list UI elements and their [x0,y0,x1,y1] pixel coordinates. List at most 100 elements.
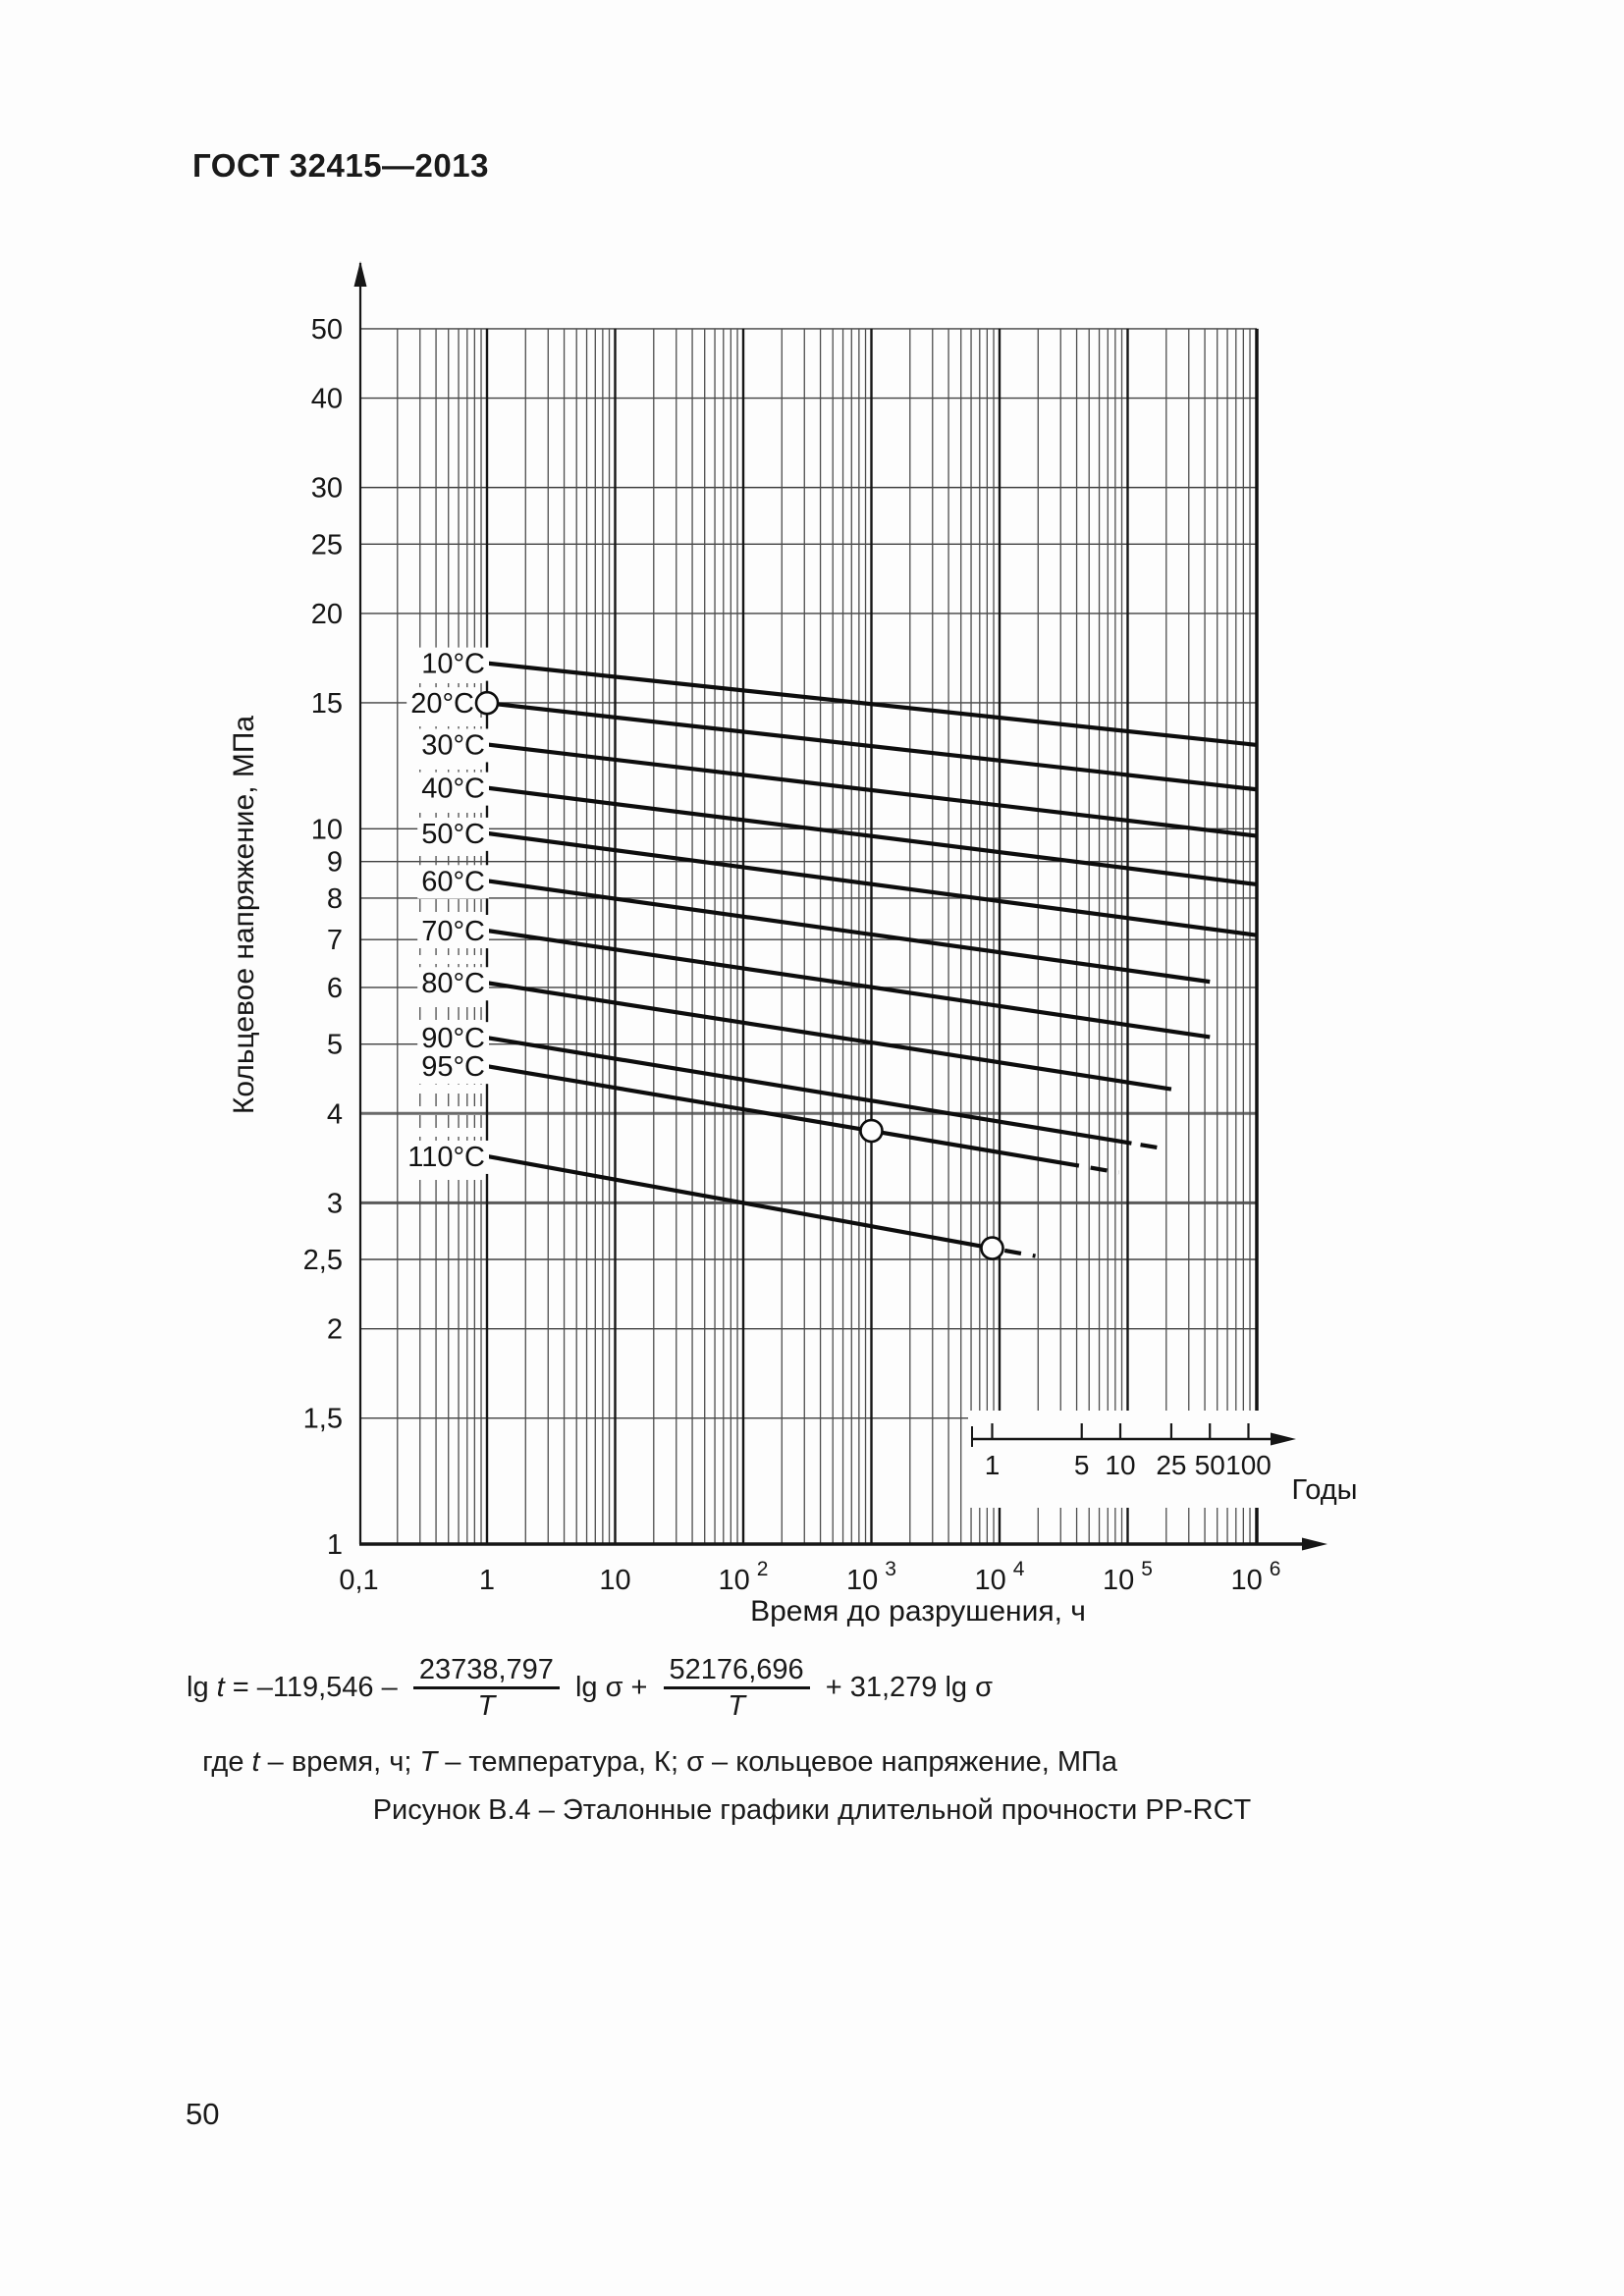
formula-mid: lg σ + [567,1672,656,1704]
formula-fraction-2: 52176,696 T [663,1655,810,1723]
markers [474,690,1004,1260]
formula-t: t [216,1672,225,1704]
temp-label-group: 80°C [417,967,489,1001]
years-inset-background [968,1411,1269,1508]
temp-label-40°C: 40°C [421,774,485,805]
temp-label-group: 10°C [417,647,489,681]
curve-dash-110°C [1003,1248,1036,1258]
y-tick-label: 10 [311,814,343,845]
temp-label-group: 20°C [406,687,478,721]
temp-label-60°C: 60°C [421,866,485,897]
curve-30°C [486,742,1257,838]
temp-label-background [417,915,489,949]
temp-label-110°C: 110°C [407,1142,485,1173]
y-tick-label: 3 [327,1188,343,1219]
temp-label-30°C: 30°C [421,729,485,761]
temp-label-background [417,647,489,681]
curve-40°C [486,785,1257,886]
temp-label-background [417,967,489,1001]
x-tick-label: 10 6 [1231,1558,1281,1596]
x-tick-label: 10 2 [719,1558,769,1596]
temp-label-group: 50°C [417,817,489,851]
temp-label-group: 110°C [404,1140,489,1174]
temp-label-group: 60°C [417,865,489,899]
years-inset: 1 5 10 25 50 100 Годы [968,1411,1358,1508]
series-curves [486,661,1257,1258]
document-header: ГОСТ 32415—2013 [192,147,489,184]
curve-50°C [486,830,1257,937]
x-tick-label: 10 3 [846,1558,896,1596]
temp-label-background [417,817,489,851]
x-tick-label: 1 [479,1565,495,1596]
curve-70°C [486,928,1211,1040]
temp-label-group: 70°C [417,915,489,949]
temp-label-95°C: 95°C [421,1051,485,1083]
y-tick-label: 7 [327,925,343,956]
y-tick-label: 1 [327,1529,343,1561]
x-tick-label: 0,1 [339,1565,378,1596]
temp-label-group: 40°C [417,772,489,806]
fraction-numerator: 23738,797 [412,1655,560,1690]
temp-label-group: 30°C [417,728,489,763]
y-tick-label: 40 [311,384,343,415]
formula-legend: где t – время, ч; T – температура, К; σ … [202,1746,1118,1778]
x-axis-arrow [1302,1537,1327,1551]
temp-label-background [417,728,489,763]
page-number: 50 [186,2097,220,2131]
curve-dash-95°C [1090,1165,1119,1175]
temperature-labels: 10°C 20°C 30°C 40°C 50°C 60°C 70°C 80°C 90°C95°C… [404,647,489,1174]
temp-label-background [404,1140,489,1174]
y-tick-label: 2 [327,1314,343,1346]
grid-vertical [397,328,1259,1544]
y-tick-label: 5 [327,1030,343,1061]
y-tick-label: 30 [311,473,343,505]
y-tick-label: 8 [327,883,343,915]
x-tick-label: 10 5 [1103,1558,1153,1596]
y-tick-label: 2,5 [303,1245,343,1276]
years-axis-arrow [1271,1432,1296,1446]
y-tick-label: 20 [311,599,343,630]
strength-formula: lg t = –119,546 – 23738,797 T lg σ + 521… [187,1655,993,1722]
years-tick-label: 1 [985,1450,1001,1480]
curve-90°C [486,1036,1132,1146]
curve-110°C [486,1153,993,1251]
temp-label-10°C: 10°C [421,649,485,680]
curve-10°C [486,661,1257,747]
temp-label-80°C: 80°C [421,968,485,999]
formula-lg: lg [187,1672,217,1704]
fraction-denominator: T [728,1690,745,1723]
fraction-denominator: T [477,1690,496,1723]
formula-tail: + 31,279 lg σ [817,1672,993,1704]
curve-20°C [486,701,1257,792]
curve-dash-90°C [1140,1143,1160,1150]
x-axis-title: Время до разрушения, ч [750,1595,1086,1628]
fraction-numerator: 52176,696 [663,1655,810,1690]
x-tick-label: 10 [599,1565,630,1596]
y-axis-arrow [353,261,367,287]
curve-60°C [486,879,1211,985]
axes [353,261,1327,1551]
temp-label-group: 90°C [417,1022,489,1056]
years-axis-title: Годы [1291,1474,1357,1506]
reference-point-marker [859,1118,884,1144]
formula-fraction-1: 23738,797 T [412,1655,560,1723]
years-tick-label: 10 [1105,1450,1135,1480]
y-tick-label: 50 [311,314,343,346]
y-tick-label: 1,5 [303,1404,343,1435]
y-tick-label: 9 [327,847,343,879]
temp-label-70°C: 70°C [421,916,485,947]
figure-caption: Рисунок В.4 – Эталонные графики длительн… [372,1794,1252,1826]
temp-label-background [417,1050,489,1085]
years-tick-label: 50 [1195,1450,1225,1480]
curve-80°C [486,981,1172,1092]
y-tick-label: 4 [327,1098,343,1130]
temp-label-50°C: 50°C [421,819,485,850]
temp-label-20°C: 20°C [410,688,474,720]
reference-point-marker [474,690,500,716]
temp-label-background [417,865,489,899]
temp-label-group: 95°C [417,1050,489,1085]
years-tick-label: 100 [1225,1450,1272,1480]
